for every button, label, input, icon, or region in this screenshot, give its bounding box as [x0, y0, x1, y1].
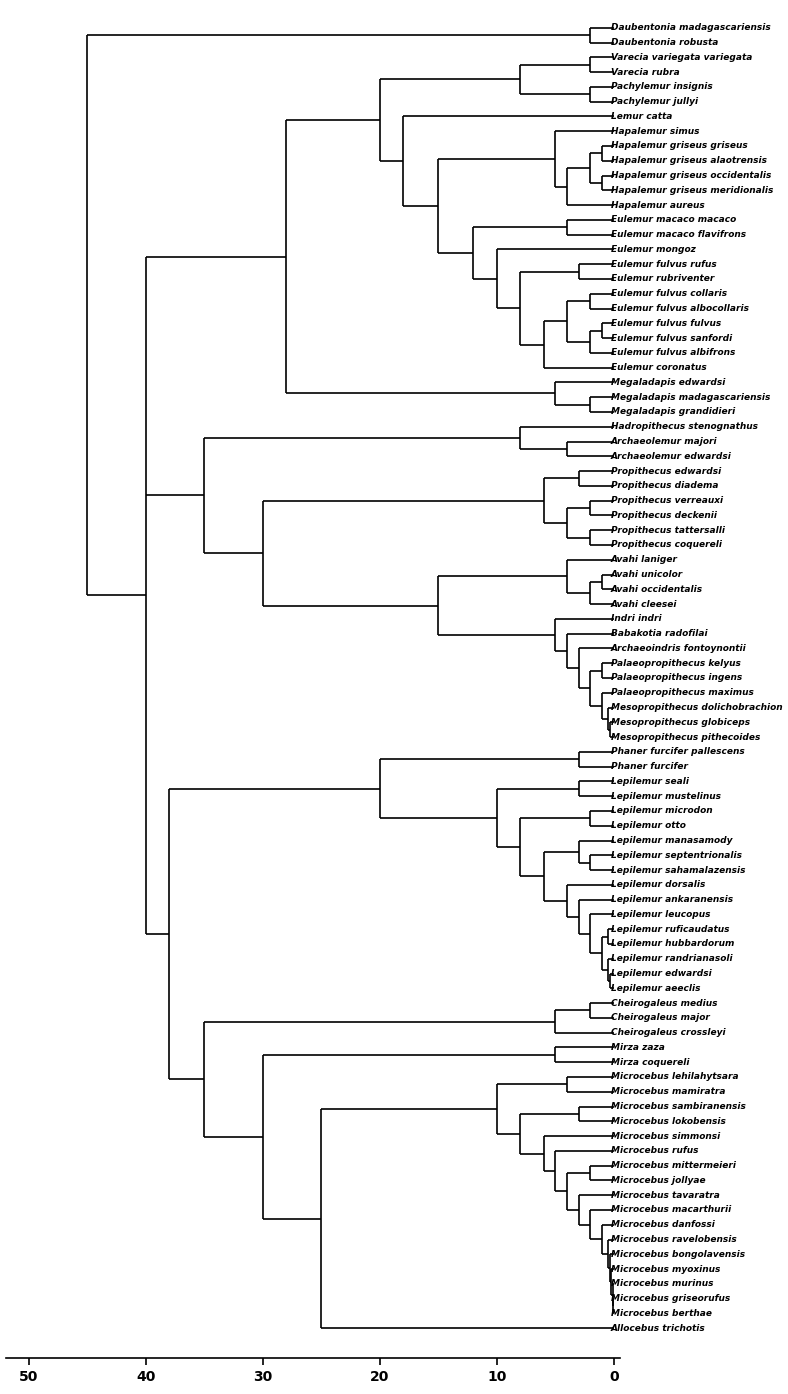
Text: Lepilemur randrianasoli: Lepilemur randrianasoli	[611, 955, 732, 963]
Text: Hapalemur griseus griseus: Hapalemur griseus griseus	[611, 141, 748, 151]
Text: Eulemur rubriventer: Eulemur rubriventer	[611, 275, 714, 283]
Text: Eulemur fulvus albocollaris: Eulemur fulvus albocollaris	[611, 304, 749, 314]
Text: Lepilemur hubbardorum: Lepilemur hubbardorum	[611, 940, 734, 948]
Text: Varecia variegata variegata: Varecia variegata variegata	[611, 53, 753, 61]
Text: Microcebus myoxinus: Microcebus myoxinus	[611, 1264, 720, 1274]
Text: Propithecus diadema: Propithecus diadema	[611, 481, 719, 491]
Text: Propithecus verreauxi: Propithecus verreauxi	[611, 496, 723, 505]
Text: Avahi laniger: Avahi laniger	[611, 555, 678, 565]
Text: Propithecus tattersalli: Propithecus tattersalli	[611, 526, 725, 535]
Text: Lepilemur ankaranensis: Lepilemur ankaranensis	[611, 895, 733, 905]
Text: Archaeoindris fontoynontii: Archaeoindris fontoynontii	[611, 644, 746, 652]
Text: Eulemur coronatus: Eulemur coronatus	[611, 362, 707, 372]
Text: Indri indri: Indri indri	[611, 615, 661, 623]
Text: Lepilemur manasamody: Lepilemur manasamody	[611, 836, 732, 845]
Text: Varecia rubra: Varecia rubra	[611, 67, 679, 77]
Text: Lepilemur sahamalazensis: Lepilemur sahamalazensis	[611, 866, 745, 874]
Text: Lepilemur mustelinus: Lepilemur mustelinus	[611, 792, 721, 800]
Text: Lepilemur otto: Lepilemur otto	[611, 821, 686, 831]
Text: Microcebus berthae: Microcebus berthae	[611, 1309, 712, 1317]
Text: Avahi occidentalis: Avahi occidentalis	[611, 585, 703, 594]
Text: Microcebus jollyae: Microcebus jollyae	[611, 1177, 705, 1185]
Text: Lepilemur edwardsi: Lepilemur edwardsi	[611, 969, 712, 979]
Text: Megaladapis edwardsi: Megaladapis edwardsi	[611, 378, 725, 388]
Text: Daubentonia madagascariensis: Daubentonia madagascariensis	[611, 24, 771, 32]
Text: Lemur catta: Lemur catta	[611, 112, 672, 121]
Text: Microcebus bongolavensis: Microcebus bongolavensis	[611, 1250, 745, 1259]
Text: Eulemur macaco macaco: Eulemur macaco macaco	[611, 215, 736, 224]
Text: Cheirogaleus medius: Cheirogaleus medius	[611, 998, 717, 1008]
Text: Palaeopropithecus maximus: Palaeopropithecus maximus	[611, 689, 753, 697]
Text: Allocebus trichotis: Allocebus trichotis	[611, 1324, 705, 1333]
Text: Microcebus tavaratra: Microcebus tavaratra	[611, 1190, 719, 1200]
Text: Mirza zaza: Mirza zaza	[611, 1043, 664, 1052]
Text: Eulemur fulvus rufus: Eulemur fulvus rufus	[611, 259, 716, 269]
Text: Pachylemur jullyi: Pachylemur jullyi	[611, 98, 698, 106]
Text: Babakotia radofilai: Babakotia radofilai	[611, 629, 708, 638]
Text: Lepilemur septentrionalis: Lepilemur septentrionalis	[611, 850, 742, 860]
Text: Daubentonia robusta: Daubentonia robusta	[611, 38, 718, 47]
Text: Hapalemur griseus meridionalis: Hapalemur griseus meridionalis	[611, 185, 773, 195]
Text: Phaner furcifer pallescens: Phaner furcifer pallescens	[611, 747, 745, 757]
Text: Microcebus lehilahytsara: Microcebus lehilahytsara	[611, 1072, 738, 1082]
Text: Avahi cleesei: Avahi cleesei	[611, 599, 677, 609]
Text: Microcebus mittermeieri: Microcebus mittermeieri	[611, 1161, 736, 1170]
Text: Microcebus mamiratra: Microcebus mamiratra	[611, 1087, 725, 1096]
Text: Lepilemur aeeclis: Lepilemur aeeclis	[611, 984, 701, 993]
Text: Hapalemur griseus occidentalis: Hapalemur griseus occidentalis	[611, 171, 771, 180]
Text: Megaladapis grandidieri: Megaladapis grandidieri	[611, 407, 735, 417]
Text: Microcebus lokobensis: Microcebus lokobensis	[611, 1117, 726, 1126]
Text: Eulemur macaco flavifrons: Eulemur macaco flavifrons	[611, 230, 746, 240]
Text: Mesopropithecus globiceps: Mesopropithecus globiceps	[611, 718, 750, 726]
Text: Lepilemur ruficaudatus: Lepilemur ruficaudatus	[611, 924, 729, 934]
Text: Lepilemur seali: Lepilemur seali	[611, 776, 689, 786]
Text: Microcebus rufus: Microcebus rufus	[611, 1146, 698, 1156]
Text: Hadropithecus stenognathus: Hadropithecus stenognathus	[611, 422, 758, 431]
Text: Cheirogaleus crossleyi: Cheirogaleus crossleyi	[611, 1029, 726, 1037]
Text: Propithecus edwardsi: Propithecus edwardsi	[611, 467, 721, 475]
Text: Propithecus deckenii: Propithecus deckenii	[611, 512, 717, 520]
Text: Microcebus griseorufus: Microcebus griseorufus	[611, 1294, 730, 1303]
Text: Megaladapis madagascariensis: Megaladapis madagascariensis	[611, 393, 770, 401]
Text: Hapalemur aureus: Hapalemur aureus	[611, 201, 704, 209]
Text: Palaeopropithecus ingens: Palaeopropithecus ingens	[611, 673, 742, 683]
Text: Cheirogaleus major: Cheirogaleus major	[611, 1013, 710, 1022]
Text: Microcebus macarthurii: Microcebus macarthurii	[611, 1206, 731, 1214]
Text: Hapalemur simus: Hapalemur simus	[611, 127, 699, 135]
Text: Hapalemur griseus alaotrensis: Hapalemur griseus alaotrensis	[611, 156, 767, 166]
Text: Avahi unicolor: Avahi unicolor	[611, 570, 683, 579]
Text: Eulemur fulvus sanfordi: Eulemur fulvus sanfordi	[611, 333, 732, 343]
Text: Microcebus murinus: Microcebus murinus	[611, 1280, 713, 1288]
Text: Lepilemur microdon: Lepilemur microdon	[611, 807, 712, 815]
Text: Mesopropithecus dolichobrachion: Mesopropithecus dolichobrachion	[611, 703, 782, 712]
Text: Palaeopropithecus kelyus: Palaeopropithecus kelyus	[611, 659, 741, 668]
Text: Archaeolemur edwardsi: Archaeolemur edwardsi	[611, 452, 731, 461]
Text: Microcebus sambiranensis: Microcebus sambiranensis	[611, 1103, 745, 1111]
Text: Mirza coquereli: Mirza coquereli	[611, 1058, 690, 1066]
Text: Pachylemur insignis: Pachylemur insignis	[611, 82, 712, 92]
Text: Propithecus coquereli: Propithecus coquereli	[611, 541, 722, 549]
Text: Eulemur mongoz: Eulemur mongoz	[611, 245, 696, 254]
Text: Lepilemur leucopus: Lepilemur leucopus	[611, 910, 710, 919]
Text: Microcebus ravelobensis: Microcebus ravelobensis	[611, 1235, 737, 1243]
Text: Phaner furcifer: Phaner furcifer	[611, 763, 688, 771]
Text: Eulemur fulvus fulvus: Eulemur fulvus fulvus	[611, 319, 721, 328]
Text: Archaeolemur majori: Archaeolemur majori	[611, 438, 717, 446]
Text: Lepilemur dorsalis: Lepilemur dorsalis	[611, 881, 705, 889]
Text: Mesopropithecus pithecoides: Mesopropithecus pithecoides	[611, 733, 760, 742]
Text: Eulemur fulvus collaris: Eulemur fulvus collaris	[611, 289, 727, 298]
Text: Microcebus simmonsi: Microcebus simmonsi	[611, 1132, 720, 1140]
Text: Microcebus danfossi: Microcebus danfossi	[611, 1220, 715, 1230]
Text: Eulemur fulvus albifrons: Eulemur fulvus albifrons	[611, 348, 735, 357]
